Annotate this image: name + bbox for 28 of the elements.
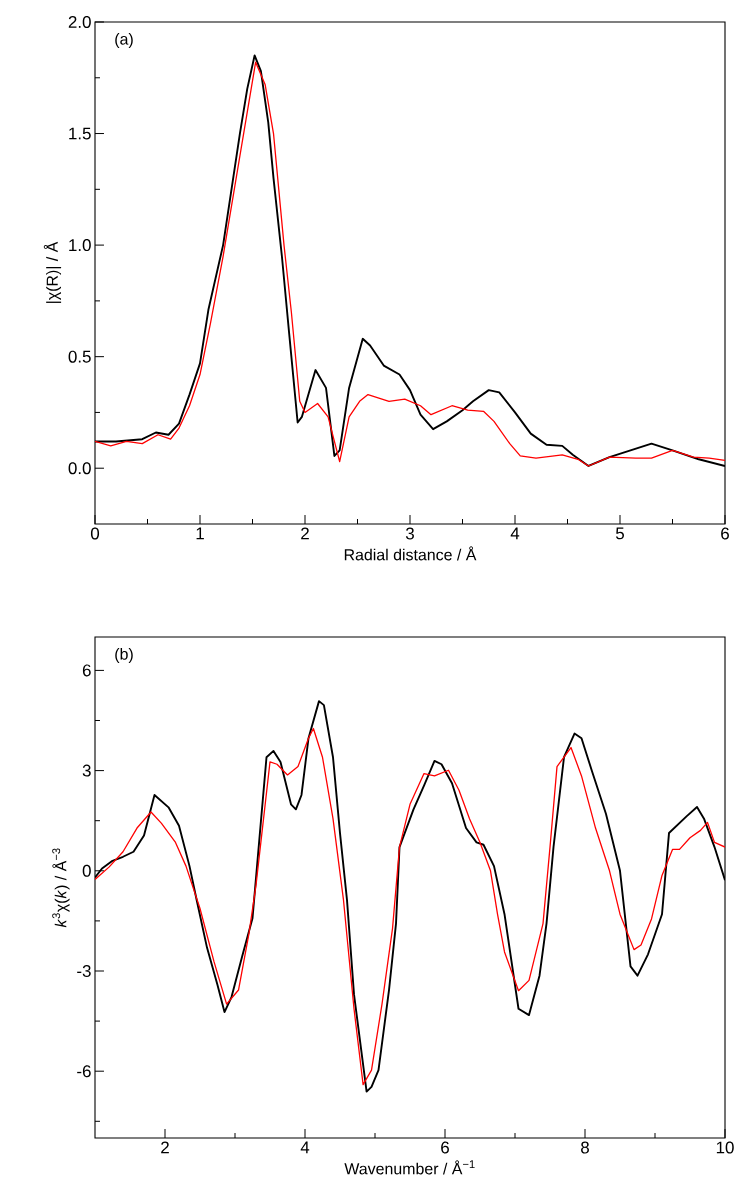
x-tick-label: 1: [196, 527, 204, 540]
y-tick-label: 6: [82, 664, 91, 677]
x-tick-label: 2: [301, 527, 309, 540]
x-tick-label: 4: [300, 1141, 310, 1154]
x-tick-label: 6: [721, 527, 729, 540]
y-tick-label: 0: [82, 864, 91, 877]
x-axis-title: Wavenumber / Å$^{−1}$: [344, 1160, 475, 1175]
y-tick-label: 0.0: [68, 462, 91, 475]
x-axis-title: Radial distance / Å: [344, 546, 477, 561]
annotation: (b): [115, 648, 133, 663]
y-tick-label: 3: [82, 764, 91, 777]
x-tick-label: 2: [161, 1141, 169, 1154]
y-tick-label: 1.5: [69, 127, 91, 140]
y-tick-label: 0.5: [68, 350, 91, 363]
x-tick-label: 0: [90, 527, 100, 540]
x-tick-label: 3: [405, 527, 414, 540]
x-tick-label: 10: [716, 1141, 734, 1154]
x-tick-label: 4: [510, 527, 520, 540]
y-tick-label: -6: [77, 1065, 91, 1078]
y-axis-title: |χ(R)| / Å: [43, 241, 62, 303]
y-tick-label: 2.0: [68, 15, 91, 28]
y-tick-label: 1.0: [69, 239, 91, 252]
x-tick-label: 6: [441, 1141, 449, 1154]
x-tick-label: 8: [581, 1141, 589, 1154]
annotation: (a): [115, 33, 133, 48]
y-tick-label: -3: [77, 965, 91, 977]
y-axis-title: k$^{3}$χ(k) / Å$^{−3}$: [52, 848, 70, 928]
x-tick-label: 5: [615, 527, 624, 540]
